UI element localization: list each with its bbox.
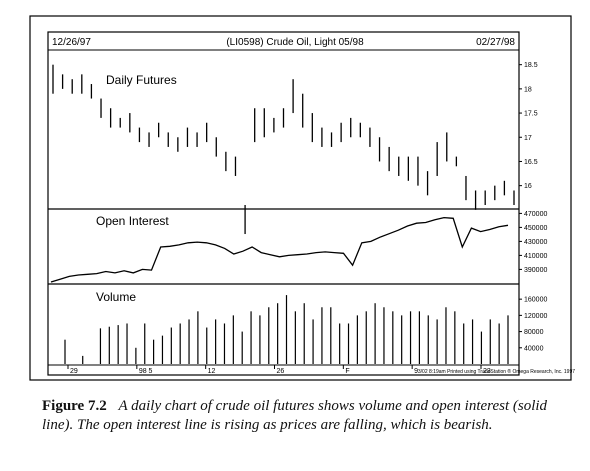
volume-axis-tick-label: 80000: [524, 329, 544, 336]
figure-label: Figure 7.2: [42, 398, 107, 414]
oi-axis-tick-label: 410000: [524, 253, 547, 260]
price-panel-label: Daily Futures: [106, 73, 177, 87]
oi-panel-label: Open Interest: [96, 214, 169, 228]
chart-title: (LI0598) Crude Oil, Light 05/98: [226, 37, 364, 48]
figure-caption: Figure 7.2 A daily chart of crude oil fu…: [42, 397, 572, 435]
price-axis-tick-label: 17: [524, 135, 532, 142]
oi-axis-tick-label: 450000: [524, 225, 547, 232]
x-tick-label: 26: [277, 368, 285, 375]
volume-axis-tick-label: 160000: [524, 297, 547, 304]
oi-line-group: [50, 216, 509, 283]
price-axis-tick-label: 17.5: [524, 111, 538, 118]
price-axis-tick-label: 16: [524, 183, 532, 190]
plot-frame: [47, 31, 520, 376]
end-date: 02/27/98: [476, 37, 515, 48]
price-axis-tick-label: 18.5: [524, 62, 538, 69]
oi-axis: 390000 410000 430000 450000 470000: [519, 211, 547, 274]
price-axis-tick-label: 16.5: [524, 159, 538, 166]
x-tick-label: 12: [208, 368, 216, 375]
price-axis: 16 16.5 17 17.5 18 18.5: [519, 62, 538, 190]
x-tick-label: 9: [414, 368, 418, 375]
x-tick-label: 98 5: [139, 368, 153, 375]
volume-axis: 40000 80000 120000 160000: [519, 297, 547, 352]
oi-axis-tick-label: 390000: [524, 267, 547, 274]
x-tick-label: F: [345, 368, 349, 375]
price-axis-tick-label: 18: [524, 86, 532, 93]
volume-axis-tick-label: 40000: [524, 345, 544, 352]
volume-bars: [64, 295, 509, 364]
oi-axis-tick-label: 470000: [524, 211, 547, 218]
x-tick-label: 23: [483, 368, 491, 375]
footer-credit: 3/02 8:19am Printed using TradeStation ®…: [418, 368, 575, 375]
figure-caption-text: A daily chart of crude oil futures shows…: [42, 398, 548, 433]
figure-frame: [29, 15, 572, 381]
start-date: 12/26/97: [52, 37, 91, 48]
price-bars: [52, 64, 515, 235]
oi-axis-tick-label: 430000: [524, 239, 547, 246]
volume-panel-label: Volume: [96, 290, 136, 304]
oi-line: [50, 216, 509, 283]
x-axis: 29 98 5 12 26 F 9 23: [67, 365, 491, 375]
volume-axis-tick-label: 120000: [524, 313, 547, 320]
x-tick-label: 29: [70, 368, 78, 375]
